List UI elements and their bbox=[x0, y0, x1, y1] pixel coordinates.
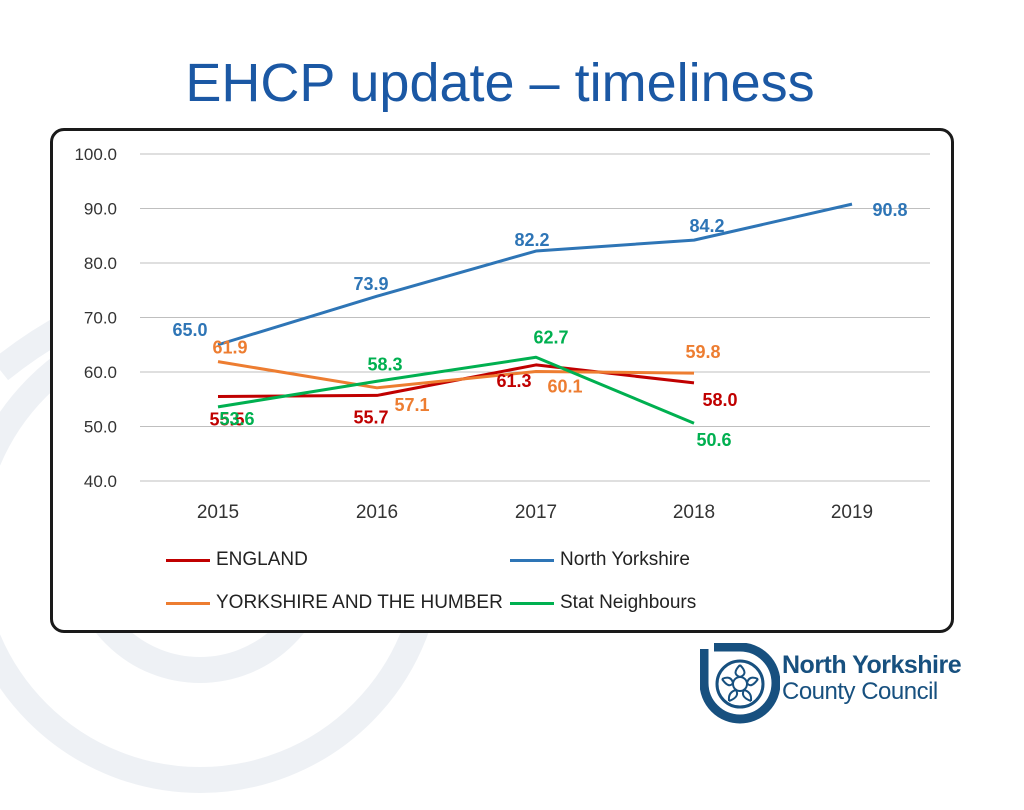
data-label-stat-neighbours: 50.6 bbox=[696, 430, 731, 450]
y-tick-label: 50.0 bbox=[84, 418, 117, 437]
data-label-yorkshire-humber: 60.1 bbox=[547, 376, 582, 396]
data-label-north-yorkshire: 65.0 bbox=[172, 320, 207, 340]
data-label-stat-neighbours: 62.7 bbox=[533, 327, 568, 347]
data-label-north-yorkshire: 84.2 bbox=[689, 216, 724, 236]
y-tick-label: 90.0 bbox=[84, 200, 117, 219]
x-tick-label: 2019 bbox=[831, 502, 873, 523]
y-tick-label: 100.0 bbox=[74, 145, 117, 164]
y-tick-label: 80.0 bbox=[84, 254, 117, 273]
data-label-england: 55.5 bbox=[209, 410, 244, 430]
logo-line-2: County Council bbox=[782, 678, 938, 705]
y-tick-label: 60.0 bbox=[84, 363, 117, 382]
data-label-north-yorkshire: 90.8 bbox=[872, 200, 907, 220]
data-label-yorkshire-humber: 57.1 bbox=[394, 395, 429, 415]
series-line-yorkshire-humber bbox=[217, 360, 695, 390]
data-label-stat-neighbours: 53.6 bbox=[219, 409, 254, 429]
x-tick-label: 2016 bbox=[356, 502, 398, 523]
data-label-yorkshire-humber: 61.9 bbox=[212, 338, 247, 358]
y-tick-label: 70.0 bbox=[84, 309, 117, 328]
x-tick-label: 2015 bbox=[197, 502, 239, 523]
rose-emblem-icon bbox=[699, 642, 781, 724]
x-tick-label: 2018 bbox=[673, 502, 715, 523]
data-label-england: 55.7 bbox=[353, 407, 388, 427]
north-yorkshire-logo: North Yorkshire County Council bbox=[699, 642, 990, 725]
data-label-north-yorkshire: 82.2 bbox=[514, 230, 549, 250]
data-label-stat-neighbours: 58.3 bbox=[367, 354, 402, 374]
data-label-north-yorkshire: 73.9 bbox=[353, 274, 388, 294]
logo-line-1: North Yorkshire bbox=[782, 651, 962, 679]
data-label-yorkshire-humber: 59.8 bbox=[685, 342, 720, 362]
slide-title: EHCP update – timeliness bbox=[185, 53, 815, 113]
x-tick-label: 2017 bbox=[515, 502, 557, 523]
line-chart: 40.0 50.0 60.0 70.0 80.0 90.0 100.0 2015 2016 201… bbox=[74, 145, 930, 523]
series-line-north-yorkshire bbox=[217, 202, 853, 347]
data-label-england: 58.0 bbox=[702, 390, 737, 410]
chart-frame bbox=[50, 128, 954, 633]
data-label-england: 61.3 bbox=[496, 371, 531, 391]
series-line-stat-neighbours bbox=[217, 355, 695, 425]
y-tick-label: 40.0 bbox=[84, 472, 117, 491]
